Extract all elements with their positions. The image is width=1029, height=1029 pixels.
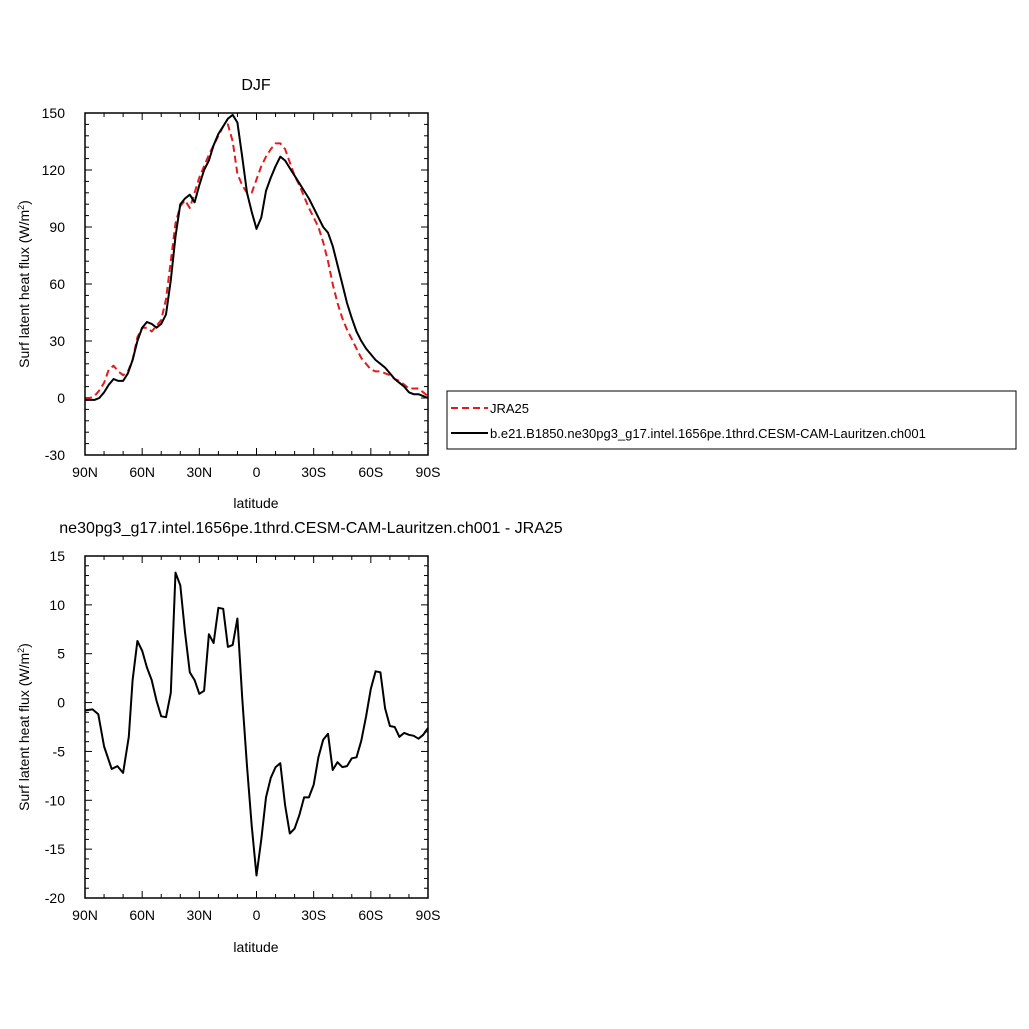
y-tick-label: -10 [45, 792, 65, 808]
chart-title-difference: ne30pg3_g17.intel.1656pe.1thrd.CESM-CAM-… [59, 520, 563, 537]
legend: JRA25 b.e21.B1850.ne30pg3_g17.intel.1656… [446, 390, 1017, 450]
plot-frame-djf [84, 112, 429, 456]
y-tick-label: 30 [49, 333, 65, 349]
tick-labels-difference: 90N 60N 30N 0 30S 60S 90S -20 -15 -10 -5 0 5 10 15 [45, 548, 441, 923]
y-tick-label: -5 [53, 743, 66, 759]
y-tick-label: 150 [42, 105, 66, 121]
legend-label-model: b.e21.B1850.ne30pg3_g17.intel.1656pe.1th… [490, 426, 926, 441]
y-tick-label: 10 [49, 597, 65, 613]
x-tick-label: 90N [72, 907, 98, 923]
x-tick-label: 60N [129, 464, 155, 480]
y-tick-label: 5 [57, 646, 65, 662]
panel-djf: DJF 90N 60N 30N 0 30S 60S 90S-300306090120150 … [16, 77, 1017, 511]
x-axis-label-djf: latitude [233, 495, 278, 511]
series-djf [85, 113, 429, 401]
x-axis-label-difference: latitude [233, 939, 278, 955]
x-tick-label: 30N [186, 907, 212, 923]
axis-ticks-difference [84, 555, 429, 899]
y-axis-label-djf: Surf latent heat flux (W/m2) [16, 200, 32, 368]
legend-box [446, 390, 1017, 450]
y-tick-label: 60 [49, 276, 65, 292]
axis-ticks-djf [84, 112, 429, 456]
x-tick-label: 0 [253, 464, 261, 480]
x-tick-label: 90S [416, 464, 441, 480]
y-tick-label: -15 [45, 841, 65, 857]
y-tick-label: -30 [45, 447, 65, 463]
x-tick-label: 90S [416, 907, 441, 923]
y-tick-label: 15 [49, 548, 65, 564]
x-tick-label: 30N [186, 464, 212, 480]
y-tick-label: 0 [57, 390, 65, 406]
legend-label-jra25: JRA25 [490, 401, 529, 416]
series-line-b-e21-b1850-ne30pg3-g17-intel-1656pe-1thrd-cesm-cam-lauritzen-ch001 [85, 113, 429, 401]
series-line-difference [84, 571, 429, 877]
series-difference [84, 571, 429, 877]
y-axis-label-difference: Surf latent heat flux (W/m2) [16, 643, 32, 811]
x-tick-label: 30S [301, 907, 326, 923]
x-tick-label: 60S [358, 464, 383, 480]
panel-difference: ne30pg3_g17.intel.1656pe.1thrd.CESM-CAM-… [16, 520, 563, 955]
y-tick-label: 120 [42, 162, 66, 178]
x-tick-label: 60S [358, 907, 383, 923]
y-tick-label: 0 [57, 695, 65, 711]
x-tick-label: 60N [129, 907, 155, 923]
x-tick-label: 0 [253, 907, 261, 923]
series-line-jra25 [85, 123, 429, 399]
y-tick-label: 90 [49, 219, 65, 235]
chart-title-djf: DJF [241, 77, 271, 94]
x-tick-label: 90N [72, 464, 98, 480]
plot-frame-difference [84, 555, 429, 899]
tick-labels-djf: 90N 60N 30N 0 30S 60S 90S -30 0 30 60 90 120 150 [42, 105, 441, 480]
y-tick-label: -20 [45, 890, 65, 906]
x-tick-label: 30S [301, 464, 326, 480]
